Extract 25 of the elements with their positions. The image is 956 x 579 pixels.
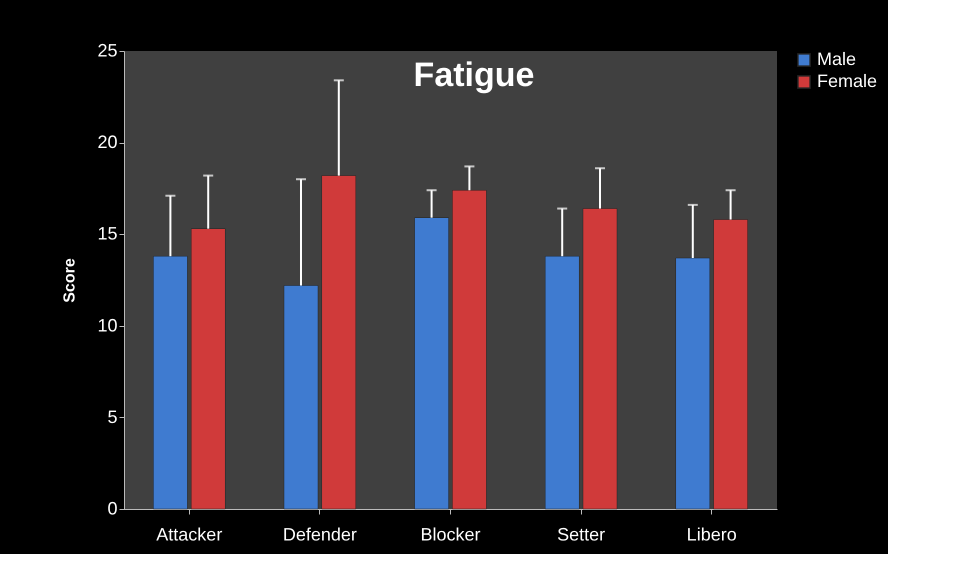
bar [452,190,487,510]
bar [322,175,356,510]
legend-label: Female [817,71,878,91]
x-tick-label: Defender [282,524,357,544]
bar [414,217,449,510]
bar [284,285,318,510]
y-axis-title: Score [61,258,78,303]
bar [544,256,580,510]
y-tick-label: 0 [107,498,118,518]
x-tick-label: Libero [686,524,737,544]
bar [713,219,748,510]
x-tick-label: Setter [557,524,606,544]
bar [582,208,618,510]
x-tick-label: Attacker [156,524,222,544]
bar [153,256,188,510]
x-tick-label: Blocker [420,524,481,544]
y-tick-label: 5 [107,406,118,427]
bar [676,258,710,510]
legend-label: Male [817,49,856,69]
chart-title: Fatigue [414,56,534,94]
y-tick-label: 20 [97,132,118,152]
y-tick-label: 15 [97,224,118,244]
y-tick-label: 10 [97,315,118,336]
bar [190,228,226,510]
y-tick-label: 25 [97,40,118,60]
